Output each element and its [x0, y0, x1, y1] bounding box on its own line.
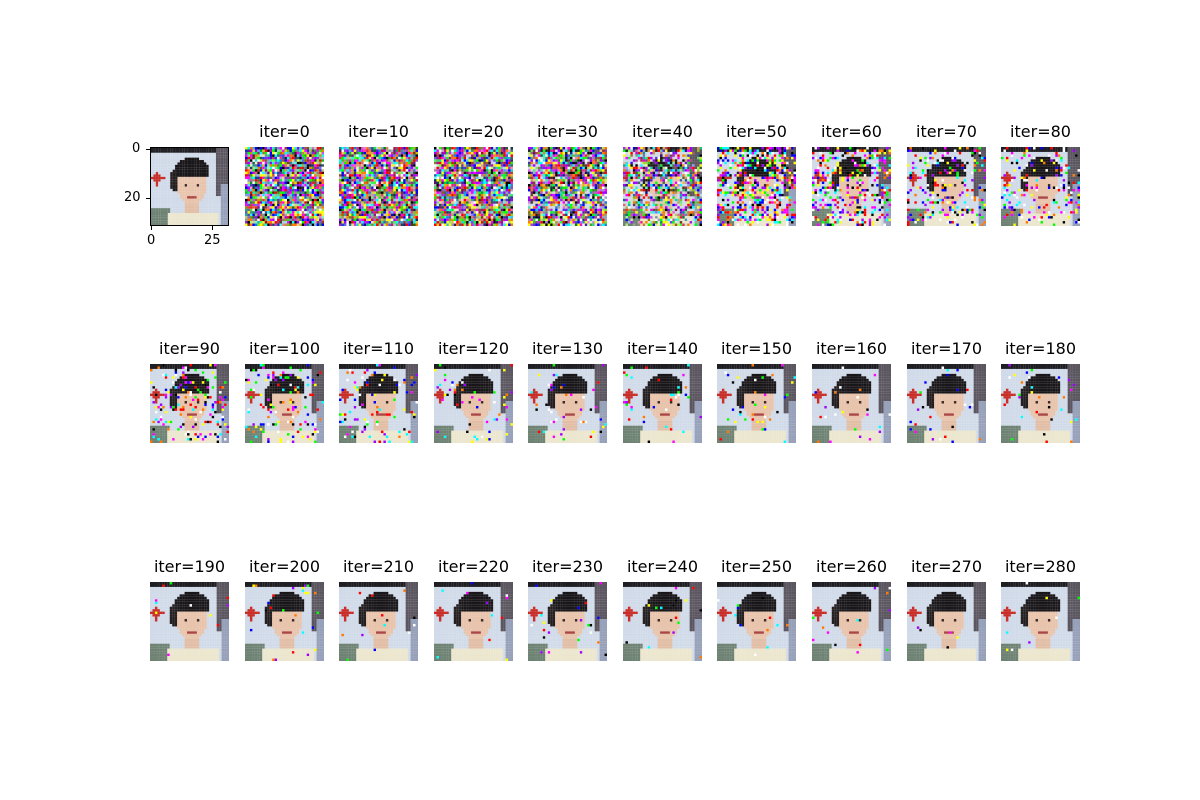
iteration-title: iter=180 — [981, 339, 1101, 358]
reconstruction-image — [717, 364, 796, 443]
reconstruction-image — [339, 582, 418, 661]
x-tick-mark — [212, 226, 213, 230]
x-tick-mark — [151, 226, 152, 230]
iteration-title: iter=140 — [603, 339, 723, 358]
iteration-image — [623, 582, 702, 661]
iteration-image — [717, 364, 796, 443]
iteration-title: iter=30 — [508, 122, 628, 141]
iteration-image — [1001, 364, 1080, 443]
reconstruction-image — [528, 147, 607, 226]
reconstruction-image — [434, 364, 513, 443]
iteration-title: iter=270 — [887, 557, 1007, 576]
reconstruction-image — [623, 582, 702, 661]
reconstruction-image — [907, 582, 986, 661]
reconstruction-image — [812, 364, 891, 443]
iteration-image — [245, 364, 324, 443]
ground-truth-image — [150, 147, 229, 226]
reconstruction-image — [1001, 364, 1080, 443]
iteration-image — [528, 147, 607, 226]
iteration-image — [339, 364, 418, 443]
iteration-title: iter=40 — [603, 122, 723, 141]
reconstruction-image — [245, 147, 324, 226]
iteration-title: iter=120 — [414, 339, 534, 358]
x-tick-label: 0 — [147, 233, 155, 248]
reconstruction-image — [812, 147, 891, 226]
iteration-title: iter=150 — [697, 339, 817, 358]
reconstruction-image — [812, 582, 891, 661]
iteration-image — [245, 582, 324, 661]
reconstruction-image — [339, 364, 418, 443]
iteration-title: iter=200 — [225, 557, 345, 576]
reconstruction-image — [150, 582, 229, 661]
iteration-title: iter=100 — [225, 339, 345, 358]
y-tick-mark — [146, 198, 150, 199]
y-tick-mark — [146, 149, 150, 150]
iteration-image — [339, 147, 418, 226]
reconstruction-image — [1001, 582, 1080, 661]
iteration-title: iter=130 — [508, 339, 628, 358]
iteration-title: iter=260 — [792, 557, 912, 576]
face-image — [151, 148, 228, 225]
iteration-title: iter=190 — [130, 557, 250, 576]
reconstruction-image — [245, 582, 324, 661]
iteration-title: iter=230 — [508, 557, 628, 576]
iteration-image — [434, 582, 513, 661]
reconstruction-image — [528, 364, 607, 443]
iteration-title: iter=90 — [130, 339, 250, 358]
iteration-image — [812, 147, 891, 226]
iteration-image — [150, 582, 229, 661]
y-tick-label: 20 — [124, 190, 141, 205]
iteration-title: iter=210 — [319, 557, 439, 576]
iteration-image — [812, 582, 891, 661]
iteration-image — [339, 582, 418, 661]
reconstruction-image — [623, 147, 702, 226]
reconstruction-image — [717, 582, 796, 661]
y-tick-label: 0 — [132, 141, 140, 156]
iteration-title: iter=80 — [981, 122, 1101, 141]
iteration-image — [907, 147, 986, 226]
iteration-title: iter=250 — [697, 557, 817, 576]
iteration-title: iter=50 — [697, 122, 817, 141]
reconstruction-image — [434, 147, 513, 226]
iteration-title: iter=160 — [792, 339, 912, 358]
iteration-title: iter=20 — [414, 122, 534, 141]
reconstruction-image — [339, 147, 418, 226]
iteration-image — [623, 147, 702, 226]
reconstruction-image — [528, 582, 607, 661]
iteration-image — [717, 582, 796, 661]
reconstruction-image — [907, 147, 986, 226]
reconstruction-image — [245, 364, 324, 443]
iteration-title: iter=10 — [319, 122, 439, 141]
iteration-title: iter=280 — [981, 557, 1101, 576]
iteration-image — [434, 364, 513, 443]
iteration-image — [907, 364, 986, 443]
iteration-image — [717, 147, 796, 226]
iteration-image — [623, 364, 702, 443]
reconstruction-image — [623, 364, 702, 443]
iteration-image — [1001, 147, 1080, 226]
iteration-image — [245, 147, 324, 226]
iteration-title: iter=220 — [414, 557, 534, 576]
iteration-title: iter=170 — [887, 339, 1007, 358]
reconstruction-image — [1001, 147, 1080, 226]
iteration-title: iter=70 — [887, 122, 1007, 141]
reconstruction-image — [150, 364, 229, 443]
reconstruction-image — [907, 364, 986, 443]
x-tick-label: 25 — [204, 233, 221, 248]
iteration-title: iter=60 — [792, 122, 912, 141]
iteration-image — [907, 582, 986, 661]
iteration-image — [434, 147, 513, 226]
iteration-title: iter=110 — [319, 339, 439, 358]
reconstruction-image — [717, 147, 796, 226]
iteration-title: iter=0 — [225, 122, 345, 141]
iteration-image — [1001, 582, 1080, 661]
iteration-image — [812, 364, 891, 443]
iteration-title: iter=240 — [603, 557, 723, 576]
iteration-image — [528, 364, 607, 443]
iteration-image — [150, 364, 229, 443]
iteration-image — [528, 582, 607, 661]
reconstruction-image — [434, 582, 513, 661]
